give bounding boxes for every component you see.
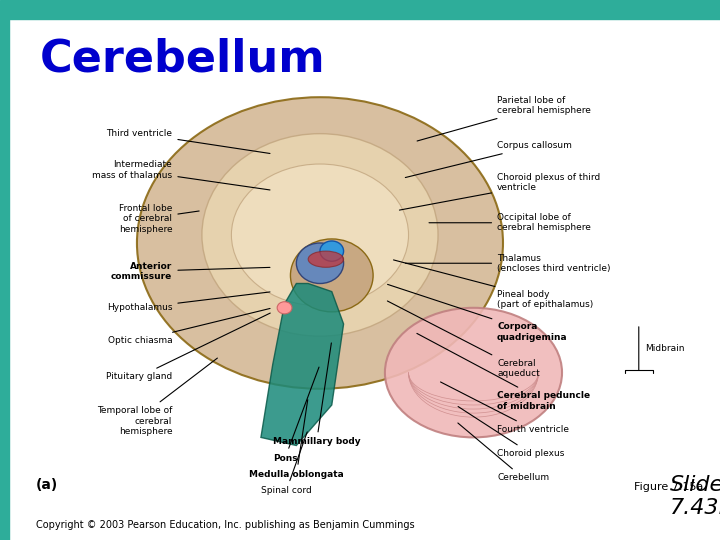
Text: Frontal lobe
of cerebral
hemisphere: Frontal lobe of cerebral hemisphere [119, 204, 199, 234]
Ellipse shape [202, 133, 438, 336]
Text: Cerebral
aqueduct: Cerebral aqueduct [387, 301, 540, 378]
Ellipse shape [290, 239, 373, 312]
Text: Slide
7.43b: Slide 7.43b [670, 475, 720, 518]
Text: Corpus callosum: Corpus callosum [405, 141, 572, 178]
Text: Mammillary body: Mammillary body [273, 343, 361, 447]
Ellipse shape [385, 308, 562, 437]
Text: Anterior
commissure: Anterior commissure [111, 262, 270, 281]
Text: Figure 7.15a: Figure 7.15a [634, 482, 703, 492]
Text: Intermediate
mass of thalamus: Intermediate mass of thalamus [92, 160, 270, 190]
Ellipse shape [320, 241, 343, 261]
Text: Thalamus
(encloses third ventricle): Thalamus (encloses third ventricle) [405, 254, 611, 273]
Text: Choroid plexus of third
ventricle: Choroid plexus of third ventricle [400, 173, 600, 210]
Text: Hypothalamus: Hypothalamus [107, 292, 270, 312]
Text: Copyright © 2003 Pearson Education, Inc. publishing as Benjamin Cummings: Copyright © 2003 Pearson Education, Inc.… [36, 520, 415, 530]
Text: Third ventricle: Third ventricle [107, 129, 270, 153]
Text: Occipital lobe of
cerebral hemisphere: Occipital lobe of cerebral hemisphere [429, 213, 591, 232]
Text: Parietal lobe of
cerebral hemisphere: Parietal lobe of cerebral hemisphere [417, 96, 591, 141]
Ellipse shape [297, 243, 343, 284]
Text: Medulla oblongata: Medulla oblongata [249, 400, 344, 479]
Ellipse shape [231, 164, 408, 306]
Ellipse shape [137, 97, 503, 389]
Ellipse shape [308, 251, 343, 267]
Text: Cerebral peduncle
of midbrain: Cerebral peduncle of midbrain [417, 333, 590, 410]
Text: Optic chiasma: Optic chiasma [108, 308, 270, 345]
Text: Pineal body
(part of epithalamus): Pineal body (part of epithalamus) [394, 260, 593, 309]
Text: Cerebellum: Cerebellum [40, 38, 325, 81]
Text: Corpora
quadrigemina: Corpora quadrigemina [387, 285, 567, 342]
Text: Spinal cord: Spinal cord [261, 432, 312, 495]
Text: Midbrain: Midbrain [644, 344, 684, 353]
Text: Pituitary gland: Pituitary gland [106, 313, 270, 381]
Text: Temporal lobe of
cerebral
hemisphere: Temporal lobe of cerebral hemisphere [97, 358, 217, 436]
Ellipse shape [277, 302, 292, 314]
Polygon shape [261, 284, 343, 446]
Text: Pons: Pons [273, 367, 319, 463]
Text: (a): (a) [36, 478, 58, 492]
Text: Cerebellum: Cerebellum [458, 423, 549, 482]
Text: Fourth ventricle: Fourth ventricle [441, 382, 569, 434]
Text: Choroid plexus: Choroid plexus [458, 407, 564, 458]
